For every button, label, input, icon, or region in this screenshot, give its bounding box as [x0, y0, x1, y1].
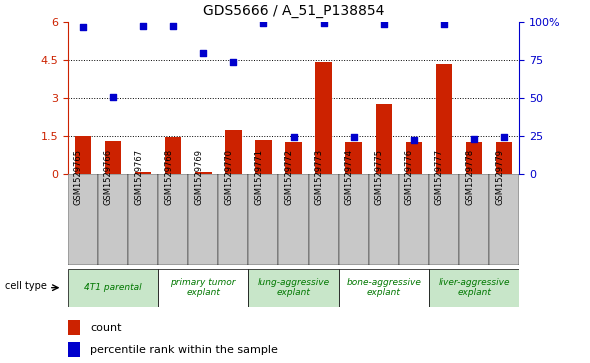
Bar	[165, 137, 182, 174]
Text: GSM1529775: GSM1529775	[375, 149, 384, 205]
Bar	[158, 269, 248, 307]
Point	[470, 136, 479, 142]
Point	[228, 60, 238, 65]
Bar	[459, 174, 489, 265]
Bar	[68, 269, 158, 307]
Text: GSM1529768: GSM1529768	[164, 149, 173, 205]
Text: GSM1529766: GSM1529766	[104, 149, 113, 205]
Bar	[188, 174, 218, 265]
Bar	[218, 174, 248, 265]
Text: GSM1529767: GSM1529767	[134, 149, 143, 205]
Text: cell type: cell type	[5, 281, 47, 291]
Point	[499, 134, 509, 140]
Bar	[195, 172, 212, 174]
Bar	[158, 174, 188, 265]
Bar	[309, 174, 339, 265]
Point	[439, 21, 449, 27]
Bar	[375, 105, 392, 174]
Point	[319, 20, 328, 25]
Bar	[68, 174, 98, 265]
Text: GSM1529773: GSM1529773	[314, 149, 323, 205]
Bar	[74, 136, 91, 174]
Bar	[248, 269, 339, 307]
Bar	[98, 174, 128, 265]
Bar	[248, 174, 278, 265]
Bar	[128, 174, 158, 265]
Point	[78, 24, 88, 30]
Text: percentile rank within the sample: percentile rank within the sample	[90, 345, 278, 355]
Bar	[68, 320, 80, 335]
Point	[289, 134, 298, 139]
Bar	[135, 172, 152, 174]
Text: count: count	[90, 323, 122, 333]
Bar	[255, 140, 272, 174]
Bar	[466, 142, 483, 174]
Text: liver-aggressive
explant: liver-aggressive explant	[438, 278, 510, 297]
Text: GSM1529765: GSM1529765	[74, 149, 83, 205]
Bar	[369, 174, 399, 265]
Bar	[345, 142, 362, 174]
Point	[109, 94, 118, 100]
Text: GSM1529771: GSM1529771	[254, 149, 263, 205]
Text: lung-aggressive
explant: lung-aggressive explant	[257, 278, 330, 297]
Text: GSM1529772: GSM1529772	[284, 149, 293, 205]
Bar	[489, 174, 519, 265]
Bar	[339, 174, 369, 265]
Point	[409, 137, 419, 143]
Text: primary tumor
explant: primary tumor explant	[171, 278, 236, 297]
Text: 4T1 parental: 4T1 parental	[84, 283, 142, 292]
Bar	[435, 64, 453, 174]
Bar	[339, 269, 429, 307]
Bar	[285, 142, 302, 174]
Text: GSM1529779: GSM1529779	[495, 149, 504, 205]
Bar	[278, 174, 309, 265]
Bar	[496, 142, 513, 174]
Text: GSM1529776: GSM1529776	[405, 149, 414, 205]
Text: GSM1529769: GSM1529769	[194, 149, 203, 205]
Text: GSM1529770: GSM1529770	[224, 149, 233, 205]
Point	[258, 20, 268, 25]
Bar	[68, 342, 80, 357]
Point	[138, 24, 148, 29]
Bar	[104, 141, 122, 174]
Bar	[405, 142, 422, 174]
Point	[379, 21, 388, 27]
Bar	[399, 174, 429, 265]
Text: GSM1529778: GSM1529778	[465, 149, 474, 205]
Point	[198, 50, 208, 56]
Bar	[429, 174, 459, 265]
Text: GSM1529777: GSM1529777	[435, 149, 444, 205]
Text: GSM1529774: GSM1529774	[345, 149, 354, 205]
Title: GDS5666 / A_51_P138854: GDS5666 / A_51_P138854	[203, 4, 384, 18]
Bar	[429, 269, 519, 307]
Bar	[315, 62, 332, 174]
Text: bone-aggressive
explant: bone-aggressive explant	[346, 278, 421, 297]
Point	[349, 134, 359, 139]
Bar	[225, 130, 242, 174]
Point	[169, 24, 178, 29]
